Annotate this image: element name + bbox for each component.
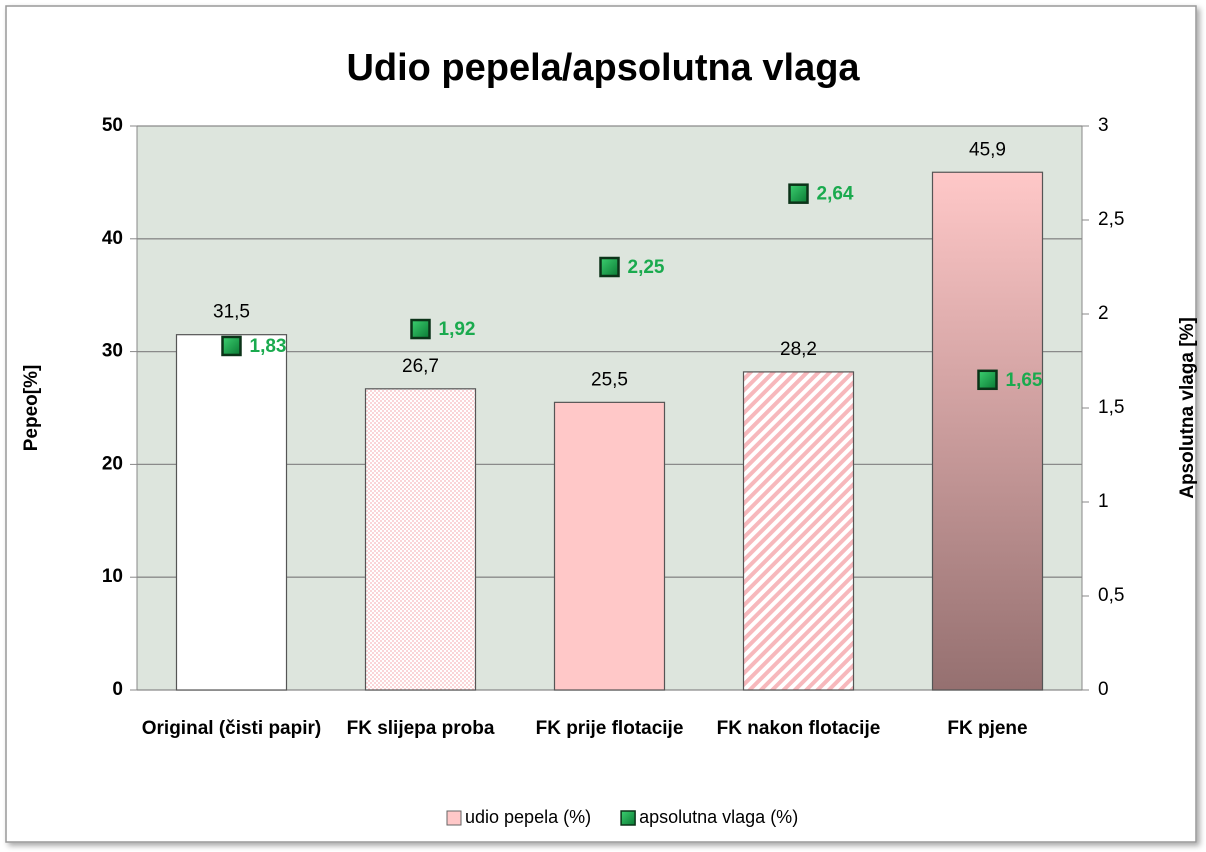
- marker: [788, 183, 809, 204]
- bar: [364, 388, 477, 691]
- y-tick-label: 20: [102, 453, 123, 474]
- y2-tick-label: 0: [1098, 679, 1109, 700]
- data-label: 31,5: [213, 302, 250, 323]
- y-tick-label: 40: [102, 228, 123, 249]
- data-label: 45,9: [969, 139, 1006, 160]
- y2-tick-label: 0,5: [1098, 585, 1124, 606]
- y2-axis-label: Apsolutna vlaga [%]: [1177, 317, 1198, 499]
- marker: [977, 369, 998, 391]
- legend-label: udio pepela (%): [465, 807, 591, 827]
- legend-label: apsolutna vlaga (%): [639, 807, 798, 827]
- y2-tick-label: 1: [1098, 491, 1109, 512]
- marker: [410, 318, 431, 340]
- y-tick-label: 30: [102, 341, 123, 362]
- y-tick-label: 50: [102, 115, 123, 136]
- data-label: 26,7: [402, 356, 439, 377]
- chart-title: Udio pepela/apsolutna vlaga: [346, 47, 860, 89]
- bar: [742, 371, 855, 691]
- legend-swatch: [620, 810, 636, 826]
- marker: [221, 335, 242, 357]
- x-tick-label: FK prije flotacije: [535, 718, 684, 739]
- data-label: 2,25: [628, 257, 665, 278]
- x-tick-label: FK pjene: [947, 718, 1028, 739]
- bar: [175, 334, 288, 691]
- y-tick-label: 0: [112, 679, 123, 700]
- data-label: 1,65: [1006, 370, 1043, 391]
- bar: [553, 401, 666, 691]
- y-axis-label: Pepeo[%]: [21, 365, 42, 452]
- data-label: 25,5: [591, 369, 628, 390]
- y2-tick-label: 3: [1098, 115, 1109, 136]
- data-label: 1,83: [250, 336, 287, 357]
- y2-tick-label: 2: [1098, 303, 1109, 324]
- y-tick-label: 10: [102, 566, 123, 587]
- x-tick-label: Original (čisti papir): [141, 718, 322, 739]
- x-tick-label: FK slijepa proba: [346, 718, 495, 739]
- bar: [931, 171, 1044, 691]
- marker: [599, 256, 620, 278]
- x-tick-label: FK nakon flotacije: [716, 718, 881, 739]
- y2-tick-label: 2,5: [1098, 209, 1124, 230]
- data-label: 2,64: [817, 184, 854, 205]
- y2-tick-label: 1,5: [1098, 397, 1124, 418]
- data-label: 1,92: [439, 319, 476, 340]
- legend-swatch: [446, 810, 462, 826]
- data-label: 28,2: [780, 339, 817, 360]
